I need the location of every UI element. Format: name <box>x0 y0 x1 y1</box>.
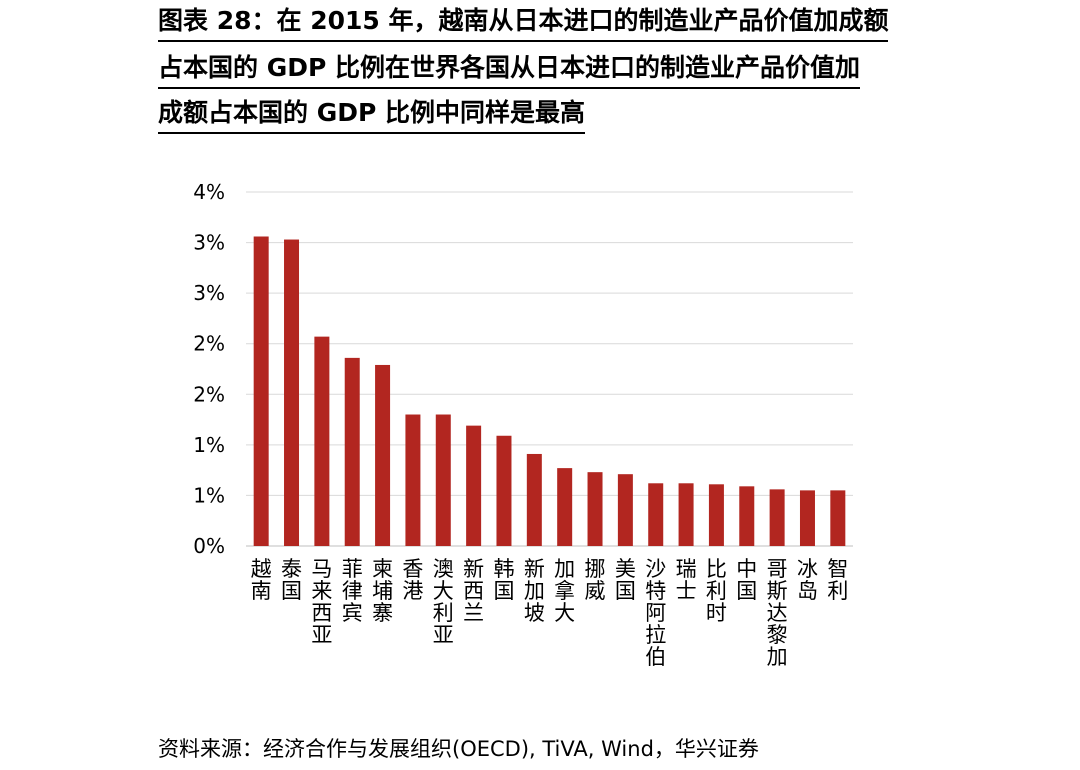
bar <box>435 414 451 546</box>
gridlines <box>246 191 853 547</box>
bar <box>466 425 482 546</box>
bar <box>769 489 785 546</box>
bars <box>253 236 846 546</box>
y-tick-label: 0% <box>193 534 225 558</box>
x-tick-label: 韩国 <box>493 557 514 603</box>
bar <box>314 336 330 546</box>
bar <box>496 435 512 546</box>
x-tick-label: 越南 <box>251 557 272 603</box>
y-tick-label: 1% <box>193 483 225 507</box>
bar <box>344 357 360 546</box>
title-line-3: 成额占本国的 GDP 比例中同样是最高 <box>158 97 586 134</box>
bar <box>253 236 269 546</box>
x-tick-label: 哥斯达黎加 <box>767 557 788 669</box>
bar <box>375 364 391 546</box>
x-tick-label: 中国 <box>736 557 757 603</box>
x-tick-label: 智利 <box>827 557 848 603</box>
x-tick-label: 瑞士 <box>676 557 697 603</box>
y-tick-label: 1% <box>193 433 225 457</box>
bar <box>648 483 664 546</box>
x-tick-label: 柬埔寨 <box>372 557 393 625</box>
x-tick-label: 泰国 <box>281 557 302 603</box>
x-tick-label: 澳大利亚 <box>433 557 454 647</box>
y-tick-label: 3% <box>193 281 225 305</box>
x-tick-label: 比利时 <box>706 557 727 625</box>
bar <box>557 468 573 546</box>
x-tick-label: 香港 <box>402 557 423 603</box>
x-axis-labels: 越南泰国马来西亚菲律宾柬埔寨香港澳大利亚新西兰韩国新加坡加拿大挪威美国沙特阿拉伯… <box>251 557 849 669</box>
y-tick-label: 2% <box>193 382 225 406</box>
bar <box>526 453 542 546</box>
bar <box>587 472 603 546</box>
bar <box>708 484 724 546</box>
bar <box>799 490 815 546</box>
source-note: 资料来源：经济合作与发展组织(OECD), TiVA, Wind，华兴证券 <box>158 737 759 761</box>
bar <box>617 474 633 546</box>
x-tick-label: 新加坡 <box>524 557 545 625</box>
bar <box>284 239 300 546</box>
x-tick-label: 菲律宾 <box>342 557 363 625</box>
x-tick-label: 加拿大 <box>554 557 575 625</box>
bar <box>830 490 846 546</box>
bar <box>678 483 694 546</box>
title-line-2: 占本国的 GDP 比例在世界各国从日本进口的制造业产品价值加 <box>158 52 861 89</box>
x-tick-label: 挪威 <box>585 557 606 603</box>
bar <box>405 414 421 546</box>
bar <box>739 486 755 546</box>
y-tick-label: 3% <box>193 231 225 255</box>
title-line-1: 图表 28：在 2015 年，越南从日本进口的制造业产品价值加成额 <box>158 5 889 42</box>
x-tick-label: 马来西亚 <box>311 557 332 647</box>
x-tick-label: 新西兰 <box>463 557 484 625</box>
y-tick-label: 4% <box>193 180 225 204</box>
y-tick-label: 2% <box>193 332 225 356</box>
x-tick-label: 沙特阿拉伯 <box>645 557 666 669</box>
x-tick-label: 冰岛 <box>797 557 818 603</box>
x-tick-label: 美国 <box>615 557 636 603</box>
y-axis-ticks: 0% 1% 1% 2% 2% 3% 3% 4% <box>193 180 225 558</box>
bar-chart: 0% 1% 1% 2% 2% 3% 3% 4% 越南泰国马来西亚菲律宾柬埔寨香港澳大利亚新西兰… <box>193 180 853 669</box>
